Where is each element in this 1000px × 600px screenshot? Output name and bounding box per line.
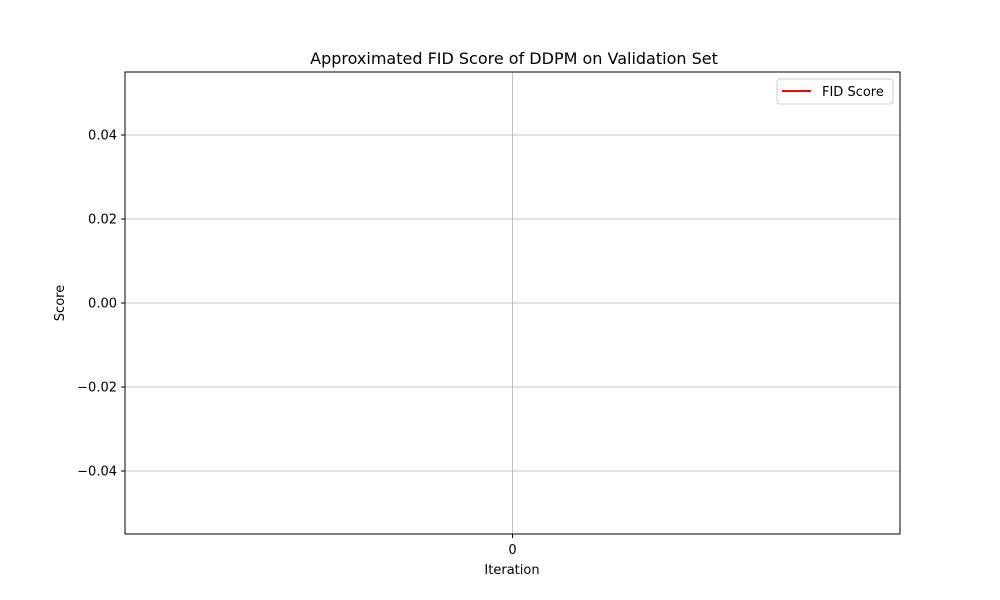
y-tick-label: 0.00 (88, 297, 117, 312)
legend-box (776, 78, 894, 105)
x-axis: 0 (508, 534, 517, 558)
y-axis-label: Score (53, 285, 68, 321)
x-tick-label: 0 (508, 543, 516, 558)
legend-label-fid-score: FID Score (822, 85, 884, 100)
chart-title: Approximated FID Score of DDPM on Valida… (310, 49, 718, 68)
x-axis-label: Iteration (484, 563, 539, 578)
y-tick-label: 0.04 (88, 129, 117, 144)
grid (125, 72, 900, 534)
y-tick-label: 0.02 (88, 213, 117, 228)
y-tick-label: −0.02 (77, 381, 117, 396)
y-axis: −0.04 −0.02 0.00 0.02 0.04 (77, 129, 125, 480)
legend: FID Score (776, 78, 894, 105)
y-tick-label: −0.04 (77, 465, 117, 480)
